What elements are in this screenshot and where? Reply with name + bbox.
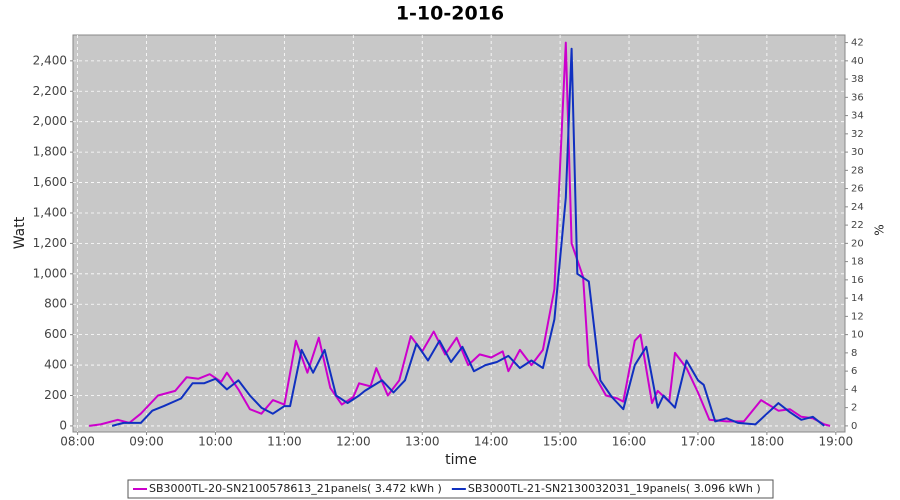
y2-tick-label: 34 xyxy=(851,111,864,122)
y-tick-label: 800 xyxy=(44,297,67,311)
y-tick-label: 1,600 xyxy=(33,175,67,189)
x-tick-label: 17:00 xyxy=(681,435,716,449)
y-axis-label: Watt xyxy=(12,216,28,249)
legend xyxy=(127,479,774,499)
y2-tick-label: 14 xyxy=(851,293,864,304)
x-tick-label: 14:00 xyxy=(474,435,509,449)
y2-tick-label: 28 xyxy=(851,165,864,176)
plot-area xyxy=(72,34,846,433)
x-tick-label: 12:00 xyxy=(336,435,371,449)
y2-tick-label: 20 xyxy=(851,238,864,249)
y2-tick-label: 16 xyxy=(851,275,864,286)
x-tick-label: 10:00 xyxy=(198,435,233,449)
x-tick-label: 18:00 xyxy=(750,435,785,449)
x-tick-label: 16:00 xyxy=(612,435,647,449)
y-tick-label: 1,800 xyxy=(33,145,67,159)
y-tick-label: 0 xyxy=(59,418,67,432)
legend-label: SB3000TL-21-SN2130032031_19panels( 3.096… xyxy=(468,482,761,495)
y2-axis-label: % xyxy=(873,224,887,235)
y2-tick-label: 24 xyxy=(851,202,864,213)
chart-title: 1-10-2016 xyxy=(396,3,504,25)
y2-tick-label: 40 xyxy=(851,56,864,67)
y-tick-label: 200 xyxy=(44,388,67,402)
y-tick-label: 2,400 xyxy=(33,53,67,67)
x-tick-label: 15:00 xyxy=(543,435,578,449)
y-tick-label: 600 xyxy=(44,327,67,341)
y2-tick-label: 8 xyxy=(851,348,857,359)
series-line xyxy=(111,47,825,427)
y-tick-label: 1,400 xyxy=(33,205,67,219)
y2-tick-label: 26 xyxy=(851,184,864,195)
x-tick-label: 11:00 xyxy=(267,435,302,449)
x-axis-label: time xyxy=(445,452,477,468)
y-tick-label: 400 xyxy=(44,358,67,372)
y2-tick-label: 12 xyxy=(851,311,864,322)
y2-tick-label: 0 xyxy=(851,421,857,432)
series-line xyxy=(88,41,831,427)
x-tick-label: 19:00 xyxy=(819,435,854,449)
legend-label: SB3000TL-20-SN2100578613_21panels( 3.472… xyxy=(149,482,442,495)
x-tick-label: 08:00 xyxy=(60,435,95,449)
y2-tick-label: 30 xyxy=(851,147,864,158)
y-tick-label: 1,200 xyxy=(33,236,67,250)
y2-tick-label: 42 xyxy=(851,38,864,49)
y-tick-label: 1,000 xyxy=(33,266,67,280)
y2-tick-label: 2 xyxy=(851,403,857,414)
y2-tick-label: 38 xyxy=(851,74,864,85)
x-tick-label: 09:00 xyxy=(129,435,164,449)
y-tick-label: 2,000 xyxy=(33,114,67,128)
y2-tick-label: 4 xyxy=(851,384,857,395)
y2-tick-label: 6 xyxy=(851,366,857,377)
y2-tick-label: 32 xyxy=(851,129,864,140)
x-tick-label: 13:00 xyxy=(405,435,440,449)
y2-tick-label: 10 xyxy=(851,330,864,341)
y2-tick-label: 22 xyxy=(851,220,864,231)
y2-tick-label: 36 xyxy=(851,92,864,103)
y2-tick-label: 18 xyxy=(851,257,864,268)
y-tick-label: 2,200 xyxy=(33,84,67,98)
